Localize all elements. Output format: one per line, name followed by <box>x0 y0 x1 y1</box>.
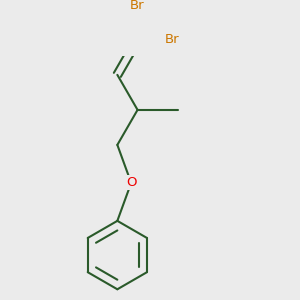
Text: Br: Br <box>130 0 145 12</box>
Text: O: O <box>126 176 136 189</box>
Text: Br: Br <box>165 33 179 46</box>
